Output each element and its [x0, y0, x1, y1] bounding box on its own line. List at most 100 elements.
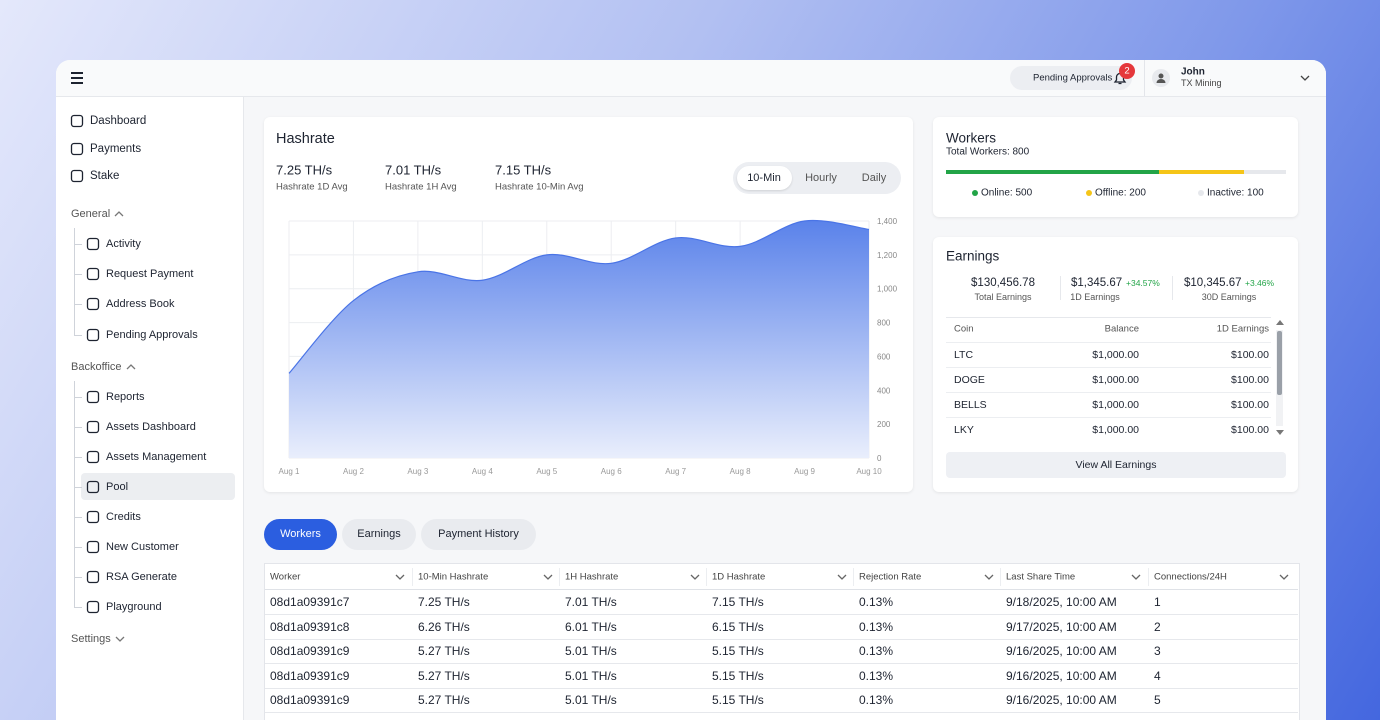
y-tick-label: 200 [877, 420, 891, 429]
nav-item[interactable]: Pool [106, 481, 129, 493]
menu-button[interactable] [71, 72, 83, 84]
x-tick-label: Aug 8 [730, 467, 751, 476]
chevron-line [395, 574, 405, 580]
tab-label[interactable]: Workers [280, 528, 321, 540]
chevron-line [690, 574, 700, 580]
divider [1144, 60, 1145, 96]
chevron-line [114, 211, 124, 217]
nav-item[interactable]: Payments [90, 143, 142, 155]
range-option[interactable]: Daily [861, 172, 887, 184]
column-header[interactable]: Rejection Rate [859, 571, 922, 583]
cell: $100.00 [1231, 399, 1269, 411]
cell: DOGE [954, 374, 985, 386]
chevron [543, 574, 553, 580]
icon-shape [86, 540, 100, 554]
hashrate-chart: 0 200 400 600 800 1,000 1,200 1,400 Aug 1 Aug 2 Au… [279, 217, 898, 476]
cell: 5.01 TH/s [565, 668, 617, 683]
icon [86, 570, 100, 584]
cell: 5.15 TH/s [712, 644, 764, 658]
column-header[interactable]: Worker [270, 571, 301, 583]
chevron-line [1279, 574, 1289, 580]
pending-pill[interactable] [1010, 66, 1132, 90]
legend-label: Online: 500 [981, 187, 1033, 199]
nav-item[interactable]: Address Book [106, 298, 175, 311]
total-workers: Total Workers: 800 [946, 146, 1030, 158]
button-bg[interactable] [946, 452, 1286, 478]
tree-branch [74, 547, 82, 548]
stat-value: $130,456.78 [971, 277, 1035, 289]
chevron-line [837, 574, 847, 580]
cell: 9/17/2025, 10:00 AM [1006, 619, 1117, 634]
cell: 0.13% [859, 595, 894, 609]
tree-branch [74, 457, 82, 458]
nav-item[interactable]: Assets Dashboard [106, 421, 196, 433]
scroll-up [1276, 320, 1284, 325]
nav-item[interactable]: Reports [106, 391, 145, 403]
tab-label[interactable]: Payment History [438, 528, 519, 540]
column-divider [559, 568, 560, 586]
legend-label: Offline: 200 [1095, 187, 1146, 199]
tab[interactable] [342, 519, 416, 550]
column-header: Balance [1104, 323, 1139, 335]
tab[interactable] [264, 519, 337, 550]
sidebar [56, 97, 244, 720]
chevron [1300, 75, 1310, 81]
icon-shape [70, 142, 84, 156]
cell: 1 [1154, 595, 1161, 609]
user-icon [1156, 73, 1166, 83]
icon [86, 480, 100, 494]
row-line [265, 663, 1298, 664]
cell: 0.13% [859, 693, 894, 707]
icon-shape [70, 114, 84, 128]
tab-label[interactable]: Earnings [357, 528, 401, 540]
y-tick-label: 0 [877, 454, 882, 463]
column-header[interactable]: Connections/24H [1154, 571, 1227, 583]
view-all-button[interactable]: View All Earnings [1075, 459, 1157, 471]
icon-shape [86, 390, 100, 404]
icon-shape [86, 237, 100, 251]
scroll-thumb[interactable] [1277, 331, 1282, 395]
nav-item[interactable]: Stake [90, 170, 120, 182]
header-line [265, 589, 1298, 590]
column-header[interactable]: 1D Hashrate [712, 571, 766, 583]
x-tick-label: Aug 5 [536, 467, 557, 476]
section-title[interactable]: Settings [71, 633, 111, 645]
stat-value: 7.01 TH/s [385, 162, 442, 178]
chevron-line [115, 636, 125, 642]
section-title[interactable]: General [71, 208, 111, 220]
column-header[interactable]: Last Share Time [1006, 571, 1076, 583]
tab[interactable] [421, 519, 536, 550]
card-title: Hashrate [276, 131, 335, 147]
range-option[interactable]: 10-Min [747, 172, 781, 184]
stat-label: Total Earnings [974, 292, 1032, 302]
nav-item[interactable]: Activity [106, 238, 141, 250]
cell: 5.27 TH/s [418, 644, 470, 658]
icon-shape [86, 420, 100, 434]
nav-item[interactable]: Playground [106, 601, 162, 613]
column-header[interactable]: 10-Min Hashrate [418, 571, 489, 583]
x-tick-label: Aug 3 [407, 467, 428, 476]
nav-item[interactable]: Dashboard [90, 115, 147, 127]
nav-item[interactable]: New Customer [106, 541, 179, 553]
range-option[interactable]: Hourly [805, 172, 837, 184]
nav-item[interactable]: RSA Generate [106, 571, 177, 583]
nav-item[interactable]: Credits [106, 511, 141, 523]
stat-value: 7.15 TH/s [495, 162, 552, 178]
worker-bar-segment [1243, 170, 1286, 174]
chevron-line [1131, 574, 1141, 580]
tree-branch [74, 577, 82, 578]
nav-item[interactable]: Request Payment [106, 268, 194, 281]
icon-shape [86, 480, 100, 494]
notification-count: 2 [1124, 65, 1130, 77]
cell: 08d1a09391c7 [270, 595, 350, 609]
x-tick-label: Aug 10 [856, 467, 882, 476]
notification-badge [1119, 63, 1135, 79]
section-title[interactable]: Backoffice [71, 361, 122, 373]
cell: 5.15 TH/s [712, 693, 764, 707]
cell: 2 [1154, 619, 1161, 634]
x-tick-label: Aug 9 [794, 467, 815, 476]
cell: 7.25 TH/s [418, 595, 470, 609]
nav-item[interactable]: Pending Approvals [106, 328, 198, 341]
column-header[interactable]: 1H Hashrate [565, 571, 619, 583]
nav-item[interactable]: Assets Management [106, 451, 207, 463]
